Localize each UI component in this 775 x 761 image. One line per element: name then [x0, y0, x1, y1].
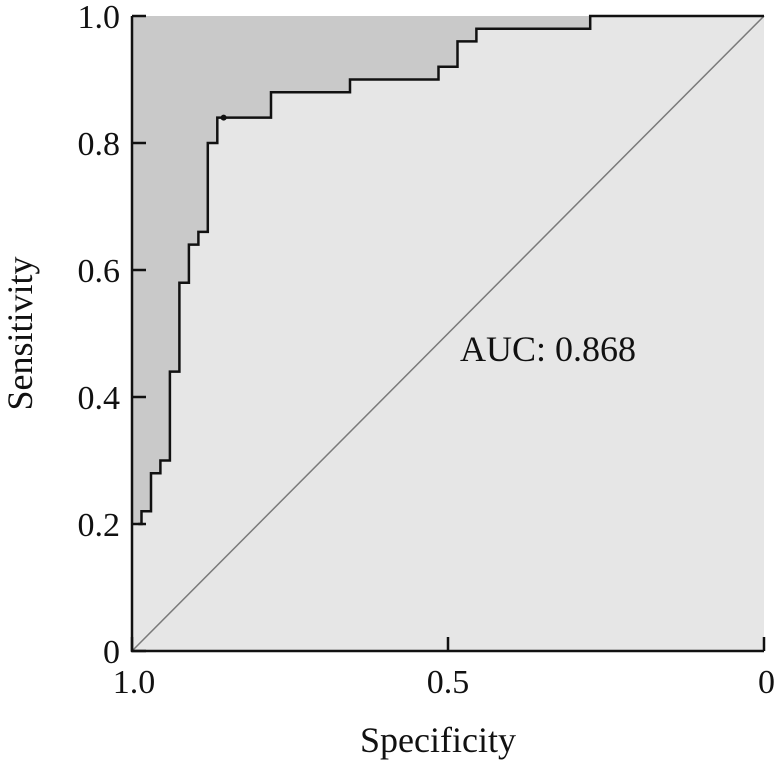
threshold-point	[220, 114, 227, 121]
y-tick-label: 0.8	[78, 126, 121, 163]
y-tick-label: 0.4	[78, 380, 121, 417]
x-ticks: 1.0 0.5 0	[113, 637, 775, 701]
y-tick-label: 0.2	[78, 507, 121, 544]
diagonal-reference-line	[131, 15, 765, 652]
y-tick-label: 1.0	[78, 0, 121, 36]
y-tick-label: 0	[103, 634, 120, 671]
area-above-curve	[132, 16, 764, 524]
x-tick-label: 1.0	[113, 664, 156, 701]
y-tick-label: 0.6	[78, 253, 121, 290]
y-ticks: 0 0.2 0.4 0.6 0.8 1.0	[78, 0, 146, 671]
x-axis-label: Specificity	[360, 720, 516, 760]
x-tick-label: 0.5	[427, 664, 470, 701]
roc-curve	[138, 14, 764, 526]
y-axis-label: Sensitivity	[0, 256, 40, 410]
auc-annotation: AUC: 0.868	[460, 329, 636, 369]
x-tick-label: 0	[758, 664, 775, 701]
